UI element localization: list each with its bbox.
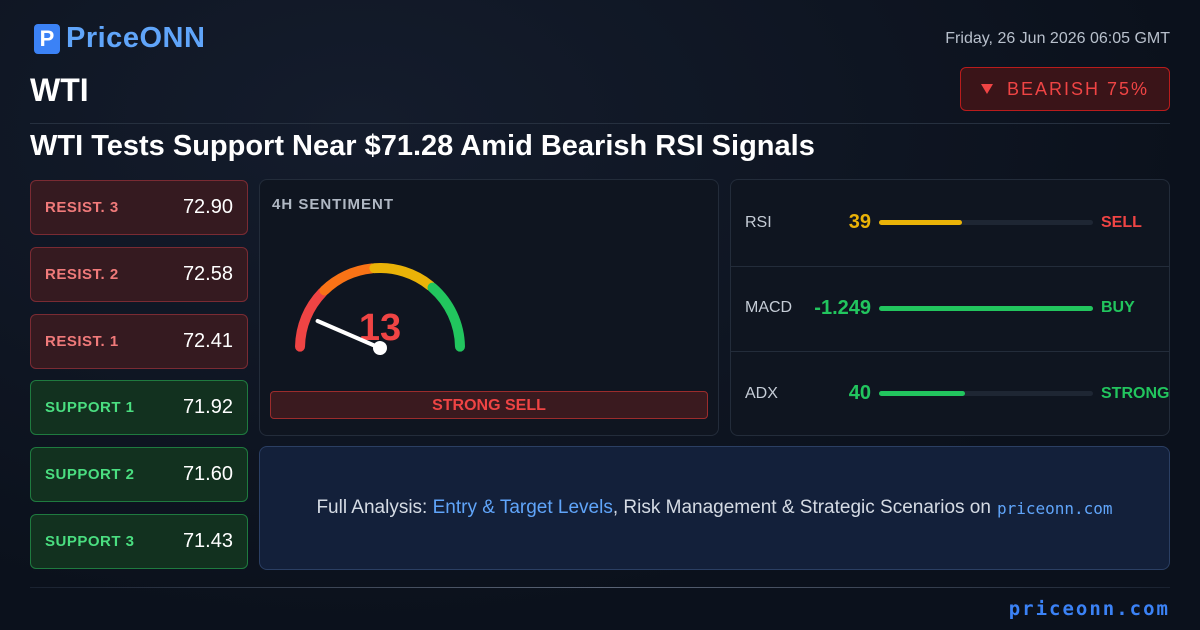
level-box: SUPPORT 1 71.92 (30, 380, 248, 436)
indicator-value: 40 (848, 382, 871, 404)
indicator-bar (879, 391, 965, 396)
level-label: RESIST. 2 (45, 265, 119, 283)
logo-icon: P (34, 23, 60, 54)
divider (30, 123, 1170, 124)
brand-name: PriceONN (66, 22, 206, 54)
gauge-arc (427, 282, 465, 352)
level-value: 72.41 (182, 329, 233, 352)
headline: WTI Tests Support Near $71.28 Amid Beari… (30, 130, 815, 162)
sentiment-badge: BEARISH 75% (960, 67, 1170, 111)
indicator-value: 39 (848, 211, 871, 233)
down-arrow (980, 84, 993, 94)
gauge-arc (295, 287, 328, 352)
indicator-signal: STRONG (1101, 384, 1170, 402)
cta-link[interactable]: Entry & Target Levels (432, 497, 613, 518)
row-divider (731, 265, 1169, 267)
gauge-needle (315, 318, 382, 350)
indicator-track (879, 220, 1093, 225)
cta-site[interactable]: priceonn.com (996, 498, 1113, 518)
indicator-name: MACD (745, 299, 793, 316)
indicator-signal: BUY (1101, 299, 1135, 316)
indicator-signal: SELL (1101, 213, 1142, 231)
level-box: SUPPORT 2 71.60 (30, 447, 248, 503)
indicator-panel: RSI 39 SELL MACD -1.249 BUY ADX 40 STRONG (730, 179, 1170, 436)
level-value: 71.92 (182, 396, 233, 419)
date: Friday, 26 Jun 2026 06:05 GMT (945, 30, 1170, 47)
indicator-row: ADX 40 STRONG (731, 351, 1169, 436)
indicator-name: ADX (745, 384, 778, 402)
level-label: RESIST. 1 (45, 332, 119, 350)
indicator-bar (879, 305, 1093, 311)
gauge: 13 (295, 263, 465, 355)
gauge-arc (319, 263, 377, 296)
level-label: SUPPORT 3 (45, 533, 135, 550)
level-label: SUPPORT 2 (45, 466, 135, 484)
indicator-value: -1.249 (814, 296, 871, 319)
level-label: SUPPORT 1 (45, 399, 135, 417)
indicator-track (879, 391, 1093, 396)
level-box: RESIST. 3 72.90 (30, 180, 248, 235)
level-value: 71.60 (182, 463, 233, 486)
verdict: STRONG SELL (270, 391, 708, 419)
cta-lead: Full Analysis: (316, 497, 428, 518)
indicator-bar (879, 220, 963, 225)
level-box: RESIST. 2 72.58 (30, 246, 248, 302)
row-divider (731, 351, 1169, 352)
level-label: RESIST. 3 (45, 199, 119, 216)
level-box: SUPPORT 3 71.43 (30, 514, 248, 569)
brand: P PriceONN (34, 22, 205, 55)
footer-site[interactable]: priceonn.com (1008, 598, 1170, 620)
level-value: 72.90 (182, 196, 233, 218)
level-value: 72.58 (182, 262, 233, 285)
needle-hub (373, 341, 387, 355)
indicator-row: RSI 39 SELL (731, 180, 1169, 265)
gauge-panel: 4H SENTIMENT 13 STRONG SELL (259, 179, 719, 436)
gauge-arc (369, 263, 436, 291)
level-box: RESIST. 1 72.41 (30, 313, 248, 369)
footer-divider (30, 587, 1170, 588)
cta-middle: , Risk Management & Strategic Scenarios … (612, 497, 991, 518)
indicator-row: MACD -1.249 BUY (731, 266, 1169, 351)
gauge-title: 4H SENTIMENT (272, 196, 395, 213)
indicator-name: RSI (745, 213, 772, 231)
level-value: 71.43 (182, 530, 233, 552)
call-to-action: Full Analysis: Entry & Target Levels, Ri… (259, 446, 1170, 570)
symbol: WTI (30, 72, 89, 108)
badge-text: BEARISH 75% (1006, 78, 1150, 99)
indicator-track (879, 305, 1093, 311)
